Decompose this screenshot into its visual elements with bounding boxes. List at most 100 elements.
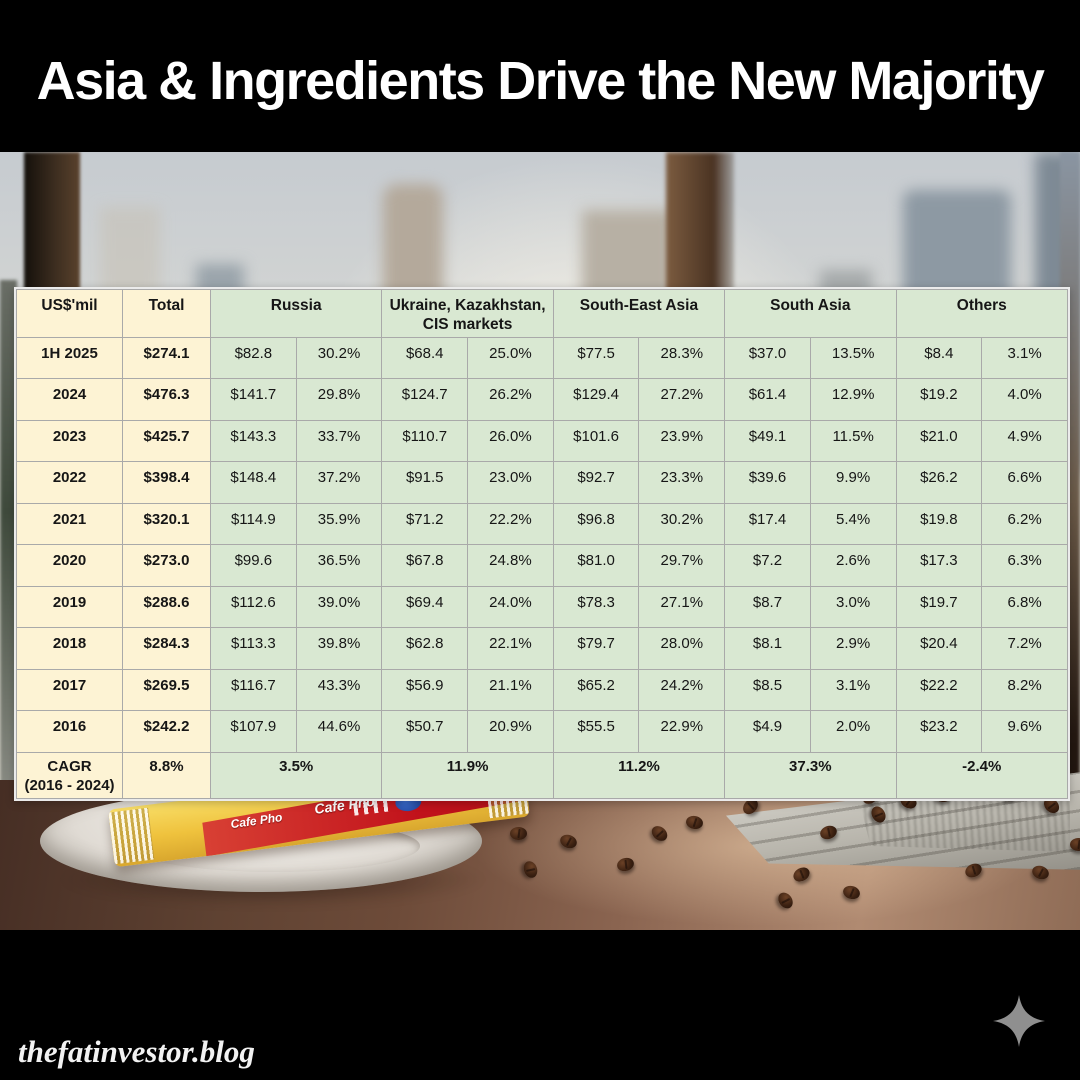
table-row: 2017 $269.5 $116.7 43.3% $56.9 21.1% $65… <box>16 668 1068 712</box>
value-cell: $56.9 <box>381 668 469 712</box>
value-cell: $82.8 <box>210 336 297 380</box>
table-row: 2024 $476.3 $141.7 29.8% $124.7 26.2% $1… <box>16 378 1068 421</box>
percent-cell: 11.5% <box>809 419 897 463</box>
percent-cell: 22.2% <box>467 502 554 546</box>
value-cell: $141.7 <box>210 378 297 421</box>
row-period: 2024 <box>16 378 123 421</box>
table-row: 2016 $242.2 $107.9 44.6% $50.7 20.9% $55… <box>16 710 1068 753</box>
value-cell: $79.7 <box>552 627 640 670</box>
percent-cell: 23.9% <box>638 419 726 463</box>
value-cell: $69.4 <box>381 585 469 629</box>
percent-cell: 7.2% <box>981 627 1068 670</box>
row-period: 1H 2025 <box>16 336 123 380</box>
percent-cell: 9.9% <box>809 461 897 504</box>
percent-cell: 3.0% <box>809 585 897 629</box>
value-cell: $26.2 <box>895 461 983 504</box>
cagr-label: CAGR (2016 - 2024) <box>16 751 123 799</box>
value-cell: $112.6 <box>210 585 297 629</box>
percent-cell: 29.8% <box>295 378 383 421</box>
value-cell: $55.5 <box>552 710 640 753</box>
percent-cell: 6.8% <box>981 585 1068 629</box>
value-cell: $19.8 <box>895 502 983 546</box>
newspaper-print <box>860 792 1070 852</box>
row-period: 2021 <box>16 502 123 546</box>
value-cell: $67.8 <box>381 544 469 587</box>
percent-cell: 39.0% <box>295 585 383 629</box>
value-cell: $37.0 <box>724 336 811 380</box>
value-cell: $96.8 <box>552 502 640 546</box>
value-cell: $65.2 <box>552 668 640 712</box>
row-total: $242.2 <box>122 710 211 753</box>
percent-cell: 28.0% <box>638 627 726 670</box>
value-cell: $22.2 <box>895 668 983 712</box>
value-cell: $39.6 <box>724 461 811 504</box>
value-cell: $68.4 <box>381 336 469 380</box>
percent-cell: 25.0% <box>467 336 554 380</box>
table-row: 2020 $273.0 $99.6 36.5% $67.8 24.8% $81.… <box>16 544 1068 587</box>
sparkle-icon <box>993 995 1045 1047</box>
percent-cell: 9.6% <box>981 710 1068 753</box>
percent-cell: 27.1% <box>638 585 726 629</box>
row-total: $425.7 <box>122 419 211 463</box>
header-region-south-asia: South Asia <box>724 289 897 338</box>
percent-cell: 4.9% <box>981 419 1068 463</box>
value-cell: $23.2 <box>895 710 983 753</box>
percent-cell: 3.1% <box>981 336 1068 380</box>
cagr-total: 8.8% <box>122 751 211 799</box>
value-cell: $50.7 <box>381 710 469 753</box>
value-cell: $113.3 <box>210 627 297 670</box>
percent-cell: 2.0% <box>809 710 897 753</box>
percent-cell: 28.3% <box>638 336 726 380</box>
row-period: 2019 <box>16 585 123 629</box>
value-cell: $19.2 <box>895 378 983 421</box>
header-region-ukraine-cis: Ukraine, Kazakhstan, CIS markets <box>381 289 554 338</box>
row-period: 2022 <box>16 461 123 504</box>
row-total: $398.4 <box>122 461 211 504</box>
header-unit: US$'mil <box>16 289 123 338</box>
value-cell: $77.5 <box>552 336 640 380</box>
percent-cell: 29.7% <box>638 544 726 587</box>
percent-cell: 2.6% <box>809 544 897 587</box>
percent-cell: 24.2% <box>638 668 726 712</box>
cagr-others: -2.4% <box>895 751 1068 799</box>
value-cell: $8.7 <box>724 585 811 629</box>
value-cell: $124.7 <box>381 378 469 421</box>
coffee-bean <box>510 827 527 840</box>
value-cell: $71.2 <box>381 502 469 546</box>
percent-cell: 6.6% <box>981 461 1068 504</box>
row-total: $269.5 <box>122 668 211 712</box>
site-branding: thefatinvestor.blog <box>18 1034 255 1069</box>
percent-cell: 12.9% <box>809 378 897 421</box>
percent-cell: 5.4% <box>809 502 897 546</box>
value-cell: $19.7 <box>895 585 983 629</box>
data-table: US$'mil Total Russia Ukraine, Kazakhstan… <box>16 289 1068 799</box>
percent-cell: 22.9% <box>638 710 726 753</box>
value-cell: $7.2 <box>724 544 811 587</box>
value-cell: $107.9 <box>210 710 297 753</box>
percent-cell: 44.6% <box>295 710 383 753</box>
percent-cell: 36.5% <box>295 544 383 587</box>
value-cell: $62.8 <box>381 627 469 670</box>
value-cell: $17.3 <box>895 544 983 587</box>
value-cell: $143.3 <box>210 419 297 463</box>
percent-cell: 24.0% <box>467 585 554 629</box>
table-row: 2023 $425.7 $143.3 33.7% $110.7 26.0% $1… <box>16 419 1068 463</box>
value-cell: $49.1 <box>724 419 811 463</box>
value-cell: $17.4 <box>724 502 811 546</box>
window-edge-left <box>0 280 17 795</box>
row-total: $288.6 <box>122 585 211 629</box>
value-cell: $129.4 <box>552 378 640 421</box>
page-title: Asia & Ingredients Drive the New Majorit… <box>36 51 1045 111</box>
percent-cell: 35.9% <box>295 502 383 546</box>
percent-cell: 3.1% <box>809 668 897 712</box>
row-total: $273.0 <box>122 544 211 587</box>
value-cell: $148.4 <box>210 461 297 504</box>
percent-cell: 37.2% <box>295 461 383 504</box>
row-total: $476.3 <box>122 378 211 421</box>
header-region-russia: Russia <box>209 289 383 338</box>
row-period: 2018 <box>16 627 123 670</box>
header-region-south-east-asia: South-East Asia <box>552 289 726 338</box>
value-cell: $8.5 <box>724 668 811 712</box>
row-period: 2017 <box>16 668 123 712</box>
value-cell: $101.6 <box>552 419 640 463</box>
